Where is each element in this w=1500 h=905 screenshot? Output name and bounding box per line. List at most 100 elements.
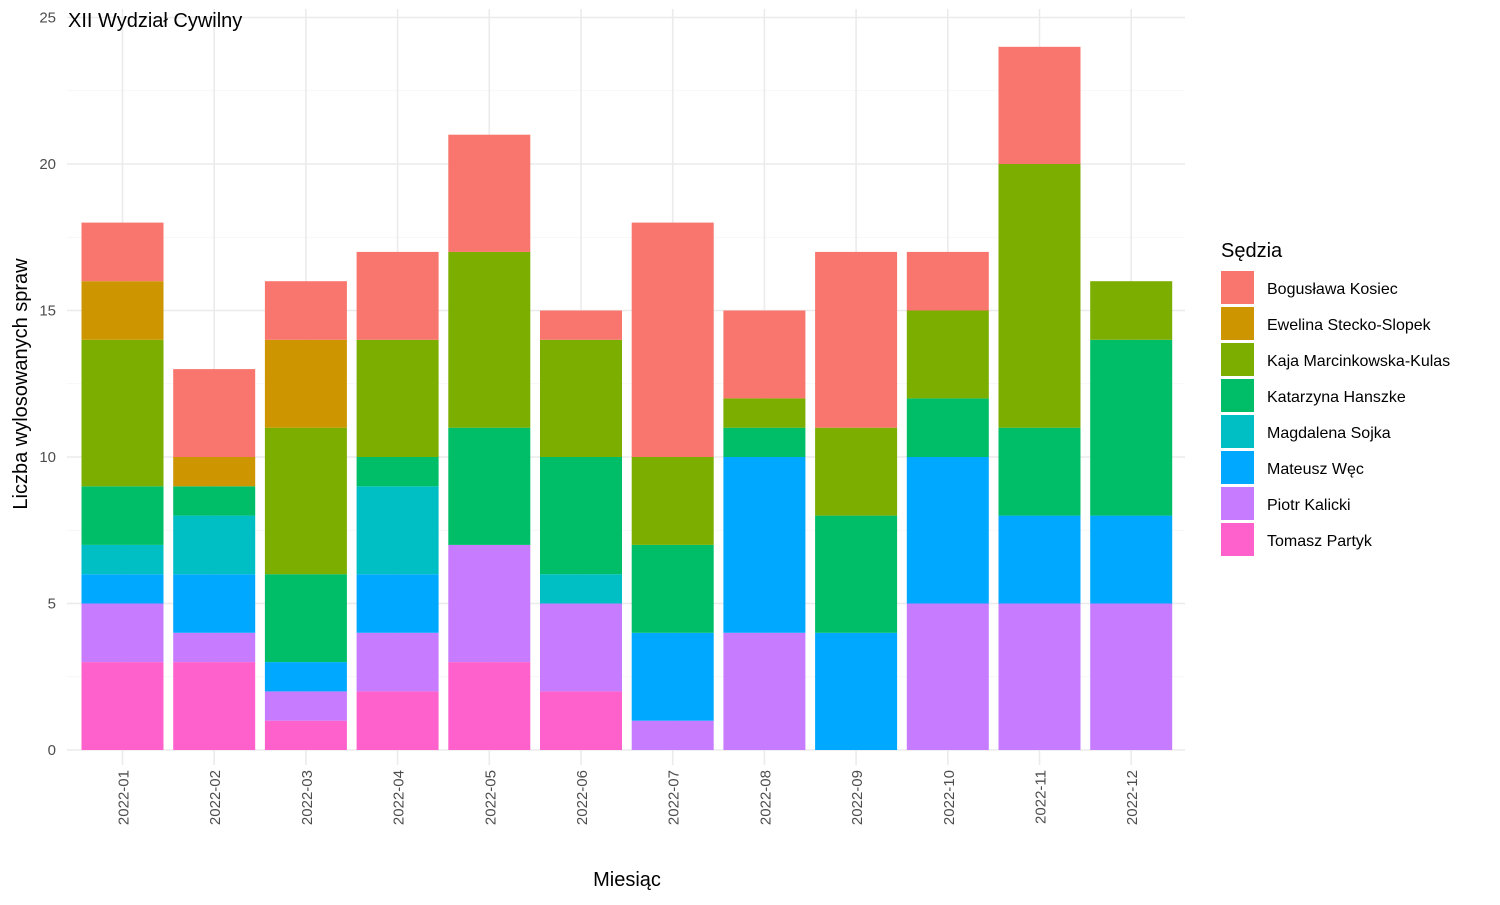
x-axis-ticks: 2022-01 2022-02 2022-03 2022-04 2022-05 2022-…	[116, 770, 1142, 825]
bar-segment	[631, 632, 714, 721]
bar-segment	[631, 544, 714, 633]
bar-segment	[540, 691, 622, 750]
legend-label: Piotr Kalicki	[1267, 497, 1351, 514]
bar-segment	[264, 339, 347, 428]
bar-segment	[81, 281, 164, 340]
y-axis-title: Liczba wylosowanych spraw	[10, 258, 32, 510]
y-tick-label: 0	[48, 742, 56, 759]
x-tick-label: 2022-08	[757, 770, 774, 825]
x-axis-title: Miesiąc	[593, 869, 661, 891]
bar-segment	[81, 662, 164, 750]
bar-segment	[815, 515, 898, 633]
bar-segment	[173, 457, 256, 487]
legend-label: Katarzyna Hanszke	[1267, 389, 1406, 406]
bar-segment	[81, 339, 164, 487]
legend-label: Tomasz Partyk	[1267, 533, 1373, 550]
bar-segment	[723, 427, 806, 457]
bar-segment	[906, 398, 989, 457]
bar-segment	[723, 632, 806, 750]
y-tick-label: 20	[39, 156, 56, 173]
legend-swatch	[1221, 415, 1254, 448]
bar-segment	[998, 603, 1081, 750]
legend-title: Sędzia	[1221, 240, 1283, 262]
bar-segment	[356, 486, 439, 575]
bar-segment	[723, 310, 806, 399]
bar-segment	[540, 457, 622, 575]
bar-segment	[906, 251, 989, 311]
bar-segment	[540, 574, 622, 604]
bar-segment	[448, 134, 531, 252]
bar-segment	[448, 544, 531, 663]
bar-segment	[81, 574, 164, 604]
bar-segment	[81, 222, 164, 282]
x-tick-label: 2022-09	[849, 770, 866, 825]
bar-segment	[81, 544, 164, 575]
bar-segment	[1090, 281, 1173, 340]
bar-segment	[448, 427, 531, 545]
bar-segment	[356, 457, 439, 487]
bar-segment	[264, 281, 347, 340]
bar-segment	[1090, 339, 1173, 516]
bar-segment	[173, 632, 256, 663]
bar-segment	[631, 457, 714, 545]
legend-swatch	[1221, 451, 1254, 484]
bar-segment	[906, 457, 989, 604]
legend-swatch	[1221, 379, 1254, 412]
legend-label: Ewelina Stecko-Slopek	[1267, 317, 1432, 334]
bar-segment	[356, 339, 439, 457]
bar-segment	[356, 691, 439, 750]
bar-segment	[264, 720, 347, 750]
bar-segment	[264, 662, 347, 692]
y-tick-label: 15	[39, 303, 56, 320]
legend-label: Magdalena Sojka	[1267, 425, 1391, 442]
legend-swatch	[1221, 343, 1254, 376]
y-axis-ticks: 0 5 10 15 20 25	[39, 10, 56, 760]
legend-swatch	[1221, 523, 1254, 556]
bar-segment	[906, 603, 989, 750]
x-tick-label: 2022-04	[391, 770, 408, 825]
bar-segment	[173, 486, 256, 516]
bar-segment	[1090, 515, 1173, 604]
bar-segment	[356, 574, 439, 633]
bar-segment	[264, 574, 347, 663]
legend-label: Mateusz Węc	[1267, 461, 1364, 478]
bar-segment	[723, 457, 806, 633]
bar-segment	[998, 427, 1081, 516]
bar-segment	[540, 339, 622, 457]
bar-segment	[173, 369, 256, 457]
bar-segment	[540, 603, 622, 692]
bar-segment	[631, 222, 714, 457]
bar-segment	[998, 515, 1081, 604]
bar-segment	[998, 164, 1081, 428]
bar-segment	[906, 310, 989, 399]
bar-segment	[631, 720, 714, 750]
legend: Sędzia Bogusława Kosiec Ewelina Stecko-Sl…	[1221, 240, 1450, 556]
bar-segment	[81, 603, 164, 663]
bar-segment	[1090, 603, 1173, 750]
bar-segment	[815, 251, 898, 428]
legend-swatch	[1221, 487, 1254, 520]
panel-title: XII Wydział Cywilny	[68, 10, 242, 32]
bar-segment	[448, 251, 531, 428]
y-tick-label: 5	[48, 596, 56, 613]
legend-label: Kaja Marcinkowska-Kulas	[1267, 353, 1450, 370]
bar-segment	[173, 662, 256, 750]
legend-swatch	[1221, 271, 1254, 304]
bars	[81, 46, 1173, 750]
y-tick-label: 25	[39, 10, 56, 27]
x-tick-label: 2022-02	[207, 770, 224, 825]
legend-label: Bogusława Kosiec	[1267, 281, 1398, 298]
bar-segment	[173, 515, 256, 575]
bar-segment	[81, 486, 164, 545]
x-tick-label: 2022-12	[1124, 770, 1141, 825]
y-tick-label: 10	[39, 449, 56, 466]
bar-segment	[448, 662, 531, 750]
bar-segment	[264, 427, 347, 575]
x-tick-label: 2022-05	[482, 770, 499, 825]
legend-swatch	[1221, 307, 1254, 340]
bar-segment	[264, 691, 347, 721]
bar-segment	[540, 310, 622, 340]
bar-segment	[356, 251, 439, 340]
